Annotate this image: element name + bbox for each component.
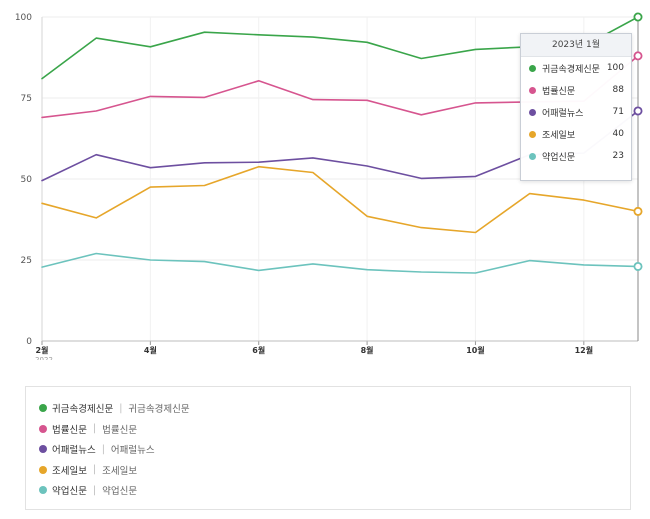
y-tick-label: 25 bbox=[21, 256, 32, 266]
tooltip-series-value: 71 bbox=[612, 107, 624, 117]
legend-item[interactable]: 약업신문 | 약업신문 bbox=[39, 480, 630, 501]
tooltip-series-name: 어패럴뉴스 bbox=[542, 108, 584, 119]
series-end-marker bbox=[633, 261, 643, 271]
legend-color-dot bbox=[39, 445, 47, 454]
legend-item[interactable]: 귀금속경제신문 | 귀금속경제신문 bbox=[39, 398, 630, 419]
tooltip-title: 2023년 1월 bbox=[521, 34, 631, 57]
tooltip-row: 귀금속경제신문 100 bbox=[521, 57, 631, 79]
legend-series-name: 어패럴뉴스 bbox=[52, 445, 96, 457]
y-tick-label: 75 bbox=[21, 94, 32, 104]
tooltip-series-value: 40 bbox=[612, 129, 624, 139]
chart-axes: 0 25 50 75 100 2월 4월 6월 8월 10월 12월 2022 bbox=[15, 13, 639, 360]
tooltip-row: 어패럴뉴스 71 bbox=[521, 101, 631, 123]
legend-separator: | bbox=[92, 464, 97, 476]
chart-legend: 귀금속경제신문 | 귀금속경제신문 법률신문 | 법률신문 어패럴뉴스 | 어패… bbox=[25, 386, 631, 510]
x-tick-label: 4월 bbox=[144, 345, 157, 355]
tooltip-series-name: 법률신문 bbox=[542, 86, 576, 97]
legend-series-name: 약업신문 bbox=[52, 486, 87, 498]
series-line bbox=[41, 165, 639, 234]
series-end-marker bbox=[633, 12, 643, 22]
legend-separator: | bbox=[119, 402, 123, 414]
x-tick-label: 10월 bbox=[466, 345, 485, 355]
series-color-dot bbox=[529, 108, 536, 116]
tooltip-row: 법률신문 88 bbox=[521, 79, 631, 101]
series-end-marker bbox=[633, 206, 643, 216]
series-end-marker bbox=[633, 106, 643, 116]
legend-series-name: 법률신문 bbox=[52, 424, 87, 436]
legend-separator: | bbox=[101, 443, 105, 455]
x-tick-label: 6월 bbox=[252, 345, 265, 355]
tooltip-row: 약업신문 23 bbox=[521, 145, 631, 167]
series-color-dot bbox=[529, 86, 536, 94]
series-color-dot bbox=[529, 64, 536, 72]
x-year-label: 2022 bbox=[35, 356, 53, 360]
x-tick-label: 12월 bbox=[575, 345, 594, 355]
tooltip-series-value: 88 bbox=[612, 85, 624, 95]
y-tick-label: 100 bbox=[15, 13, 32, 23]
legend-item[interactable]: 어패럴뉴스 | 어패럴뉴스 bbox=[39, 439, 630, 460]
legend-item[interactable]: 조세일보 | 조세일보 bbox=[39, 460, 630, 481]
tooltip-series-name: 조세일보 bbox=[542, 130, 576, 141]
tooltip-series-value: 23 bbox=[612, 151, 624, 161]
legend-color-dot bbox=[39, 404, 47, 413]
hover-tooltip: 2023년 1월 귀금속경제신문 100 법률신문 88 어패럴뉴스 71 조세… bbox=[520, 33, 632, 181]
legend-series-name: 귀금속경제신문 bbox=[52, 404, 114, 416]
tooltip-series-name: 귀금속경제신문 bbox=[542, 64, 600, 75]
legend-series-desc: 귀금속경제신문 bbox=[128, 404, 190, 416]
legend-color-dot bbox=[39, 486, 47, 495]
legend-color-dot bbox=[39, 424, 47, 433]
y-tick-label: 0 bbox=[26, 337, 32, 347]
series-line bbox=[41, 252, 639, 274]
tooltip-series-value: 100 bbox=[606, 63, 624, 73]
y-tick-label: 50 bbox=[21, 175, 33, 185]
x-tick-label: 8월 bbox=[361, 345, 374, 355]
series-color-dot bbox=[529, 152, 536, 160]
legend-color-dot bbox=[39, 465, 47, 474]
tooltip-series-name: 약업신문 bbox=[542, 152, 576, 163]
legend-item[interactable]: 법률신문 | 법률신문 bbox=[39, 419, 630, 440]
legend-series-desc: 조세일보 bbox=[102, 465, 138, 477]
series-color-dot bbox=[529, 130, 536, 138]
legend-series-desc: 법률신문 bbox=[102, 424, 138, 436]
legend-separator: | bbox=[92, 423, 97, 435]
tooltip-row: 조세일보 40 bbox=[521, 123, 631, 145]
series-end-marker bbox=[633, 51, 643, 61]
legend-series-desc: 어패럴뉴스 bbox=[110, 445, 155, 457]
legend-series-name: 조세일보 bbox=[52, 465, 87, 477]
legend-series-desc: 약업신문 bbox=[102, 486, 138, 498]
legend-separator: | bbox=[92, 484, 97, 496]
x-tick-label: 2월 bbox=[36, 345, 49, 355]
chart-end-markers bbox=[633, 12, 643, 271]
